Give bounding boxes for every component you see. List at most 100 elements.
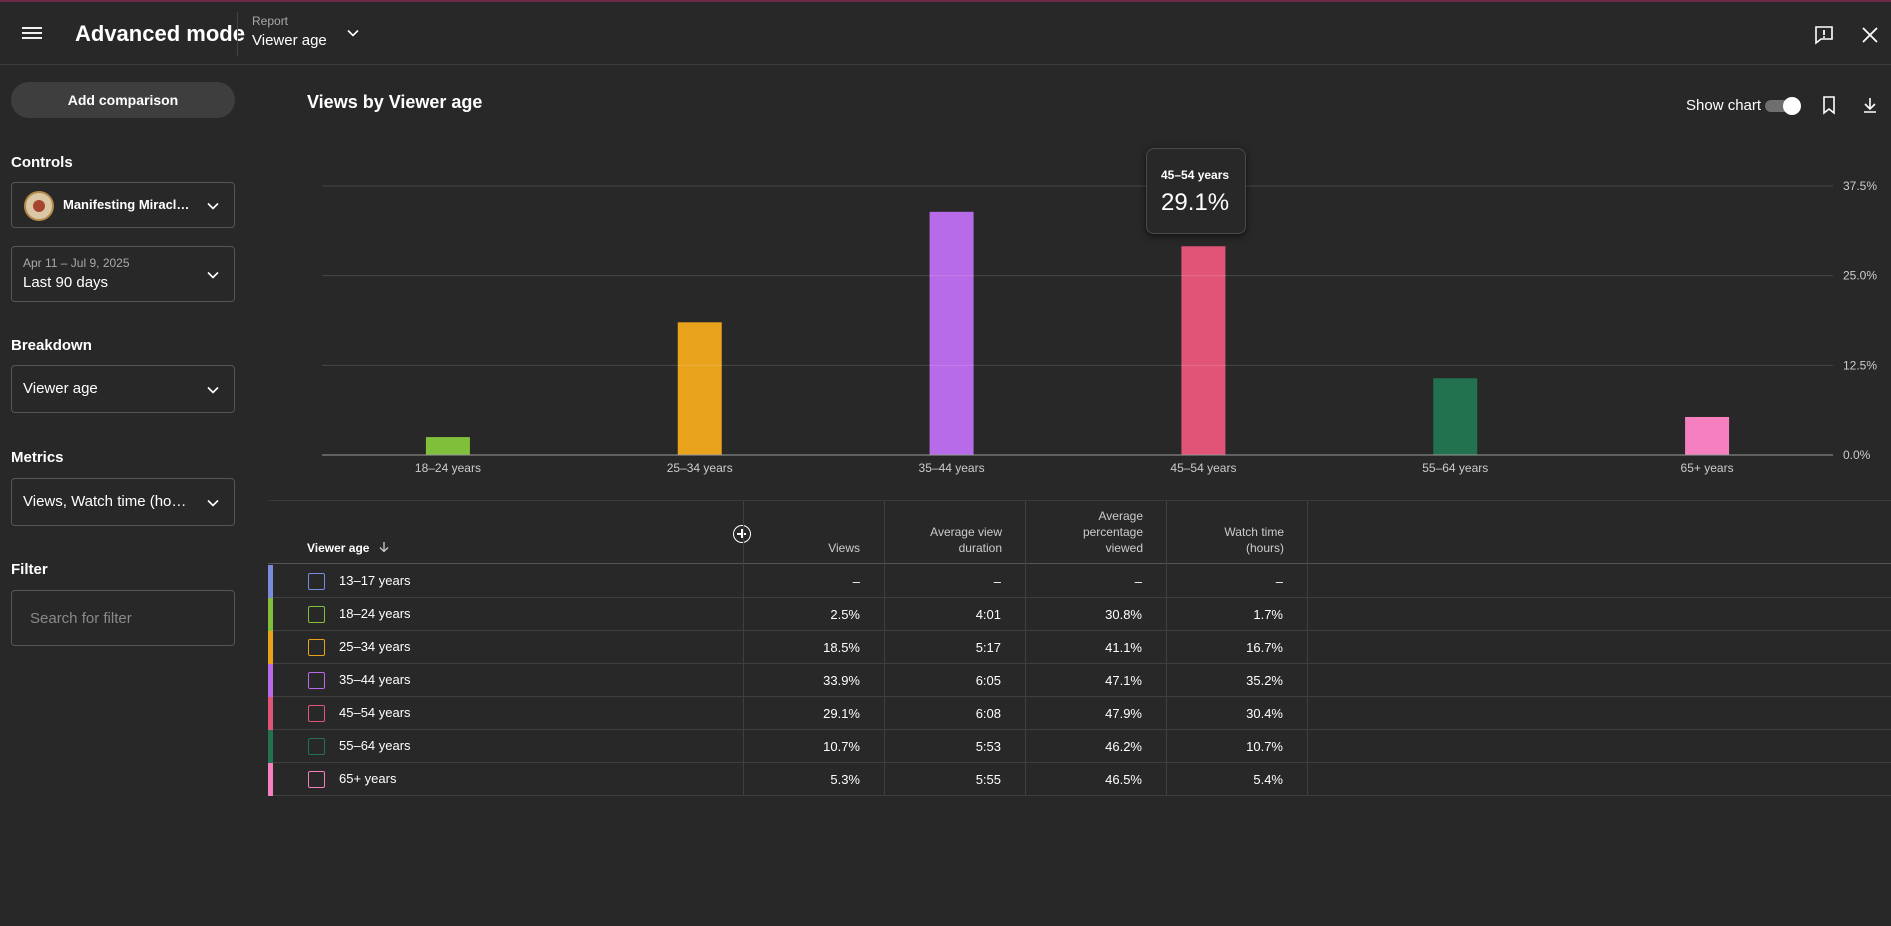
header-divider (237, 12, 238, 56)
chart-title: Views by Viewer age (307, 92, 483, 112)
cell-watch-time: 35.2% (1246, 673, 1283, 688)
cell-avg-duration: 5:55 (975, 772, 1001, 787)
row-checkbox[interactable] (308, 705, 325, 722)
metrics-heading: Metrics (11, 449, 64, 466)
cell-views: 2.5% (830, 607, 860, 622)
cell-watch-time: – (1275, 574, 1283, 589)
show-chart-toggle[interactable] (1765, 97, 1801, 115)
chart-bar[interactable] (1181, 246, 1226, 455)
x-axis-tick-label: 65+ years (1681, 461, 1734, 475)
y-axis-tick-label: 0.0% (1843, 448, 1871, 462)
chart-bar[interactable] (1433, 378, 1478, 455)
row-color-indicator (268, 697, 273, 730)
cell-avg-duration: 6:05 (975, 673, 1001, 688)
cell-views: 5.3% (830, 772, 860, 787)
watch-time-header-line1: Watch time (1224, 525, 1284, 539)
column-header-views[interactable]: Views (758, 540, 860, 556)
row-label: 35–44 years (339, 672, 411, 687)
cell-avg-pct: 41.1% (1105, 640, 1142, 655)
sort-arrow-down-icon[interactable] (377, 541, 391, 553)
filter-placeholder: Search for filter (30, 610, 132, 627)
filter-search-input[interactable]: Search for filter (11, 590, 235, 646)
chevron-down-icon (207, 202, 219, 210)
table-row[interactable]: 55–64 years 10.7% 5:53 46.2% 10.7% (268, 730, 1891, 763)
cell-avg-duration: 4:01 (975, 607, 1001, 622)
report-selector[interactable]: Report Viewer age (252, 12, 372, 56)
column-header-viewer-age[interactable]: Viewer age (307, 540, 391, 556)
column-divider (1166, 501, 1167, 795)
x-axis-tick-label: 55–64 years (1422, 461, 1488, 475)
avg-duration-header-line1: Average view (930, 525, 1002, 539)
chart-bar[interactable] (425, 437, 470, 455)
tooltip-value: 29.1% (1161, 189, 1230, 216)
table-row[interactable]: 13–17 years – – – – (268, 565, 1891, 598)
column-header-watch-time[interactable]: Watch time (hours) (1165, 524, 1284, 556)
cell-avg-pct: 46.2% (1105, 739, 1142, 754)
metrics-selector[interactable]: Views, Watch time (ho… (11, 478, 235, 526)
app-header: Advanced mode Report Viewer age (0, 2, 1891, 65)
add-column-icon[interactable] (733, 525, 751, 543)
breakdown-selector[interactable]: Viewer age (11, 365, 235, 413)
avg-pct-header-line2: percentage (1082, 525, 1143, 539)
chevron-down-icon (207, 271, 219, 279)
chart-bar[interactable] (929, 211, 974, 455)
close-icon[interactable] (1859, 24, 1881, 46)
row-checkbox[interactable] (308, 738, 325, 755)
table-row[interactable]: 65+ years 5.3% 5:55 46.5% 5.4% (268, 763, 1891, 796)
row-checkbox[interactable] (308, 672, 325, 689)
cell-watch-time: 10.7% (1246, 739, 1283, 754)
cell-views: 33.9% (823, 673, 860, 688)
table-row[interactable]: 45–54 years 29.1% 6:08 47.9% 30.4% (268, 697, 1891, 730)
cell-views: – (852, 574, 860, 589)
column-header-avg-pct-viewed[interactable]: Average percentage viewed (1024, 508, 1143, 556)
row-color-indicator (268, 565, 273, 598)
chart-bar[interactable] (1685, 416, 1730, 455)
cell-avg-pct: 30.8% (1105, 607, 1142, 622)
row-color-indicator (268, 664, 273, 697)
y-axis-tick-label: 12.5% (1843, 358, 1877, 372)
table-row[interactable]: 35–44 years 33.9% 6:05 47.1% 35.2% (268, 664, 1891, 697)
row-checkbox[interactable] (308, 573, 325, 590)
avg-pct-header-line3: viewed (1105, 541, 1143, 555)
chart-bar[interactable] (677, 322, 722, 455)
row-checkbox[interactable] (308, 639, 325, 656)
row-label: 65+ years (339, 771, 397, 786)
viewer-age-header-label: Viewer age (307, 541, 370, 555)
watch-time-header-line2: (hours) (1245, 541, 1284, 555)
row-color-indicator (268, 598, 273, 631)
download-icon[interactable] (1860, 95, 1880, 115)
column-divider (1025, 501, 1026, 795)
cell-avg-pct: – (1134, 574, 1142, 589)
cell-avg-duration: – (993, 574, 1001, 589)
breakdown-heading: Breakdown (11, 337, 92, 354)
avg-duration-header-line2: duration (958, 541, 1002, 555)
bookmark-icon[interactable] (1819, 95, 1839, 115)
column-divider (1307, 501, 1308, 795)
hamburger-menu-icon[interactable] (20, 22, 44, 46)
row-color-indicator (268, 763, 273, 796)
row-checkbox[interactable] (308, 606, 325, 623)
breakdown-value: Viewer age (23, 380, 98, 397)
chevron-down-icon (207, 386, 219, 394)
table-row[interactable]: 25–34 years 18.5% 5:17 41.1% 16.7% (268, 631, 1891, 664)
bar-chart: 18–24 years 25–34 years 35–44 years 45–54 y… (322, 179, 1877, 475)
table-row[interactable]: 18–24 years 2.5% 4:01 30.8% 1.7% (268, 598, 1891, 631)
row-color-indicator (268, 730, 273, 763)
channel-selector[interactable]: Manifesting Miracl… (11, 182, 235, 228)
date-range-selector[interactable]: Apr 11 – Jul 9, 2025 Last 90 days (11, 246, 235, 302)
cell-views: 18.5% (823, 640, 860, 655)
cell-avg-duration: 5:17 (975, 640, 1001, 655)
column-header-avg-view-duration[interactable]: Average view duration (883, 524, 1002, 556)
column-divider (884, 501, 885, 795)
filter-heading: Filter (11, 561, 48, 578)
row-checkbox[interactable] (308, 771, 325, 788)
cell-views: 29.1% (823, 706, 860, 721)
avatar (24, 191, 54, 221)
feedback-icon[interactable] (1813, 24, 1835, 46)
sidebar: Add comparison Controls Manifesting Mira… (0, 66, 250, 926)
show-chart-label: Show chart (1686, 97, 1762, 114)
y-axis-tick-label: 37.5% (1843, 179, 1877, 193)
row-label: 45–54 years (339, 705, 411, 720)
cell-avg-pct: 47.9% (1105, 706, 1142, 721)
add-comparison-button[interactable]: Add comparison (11, 82, 235, 118)
